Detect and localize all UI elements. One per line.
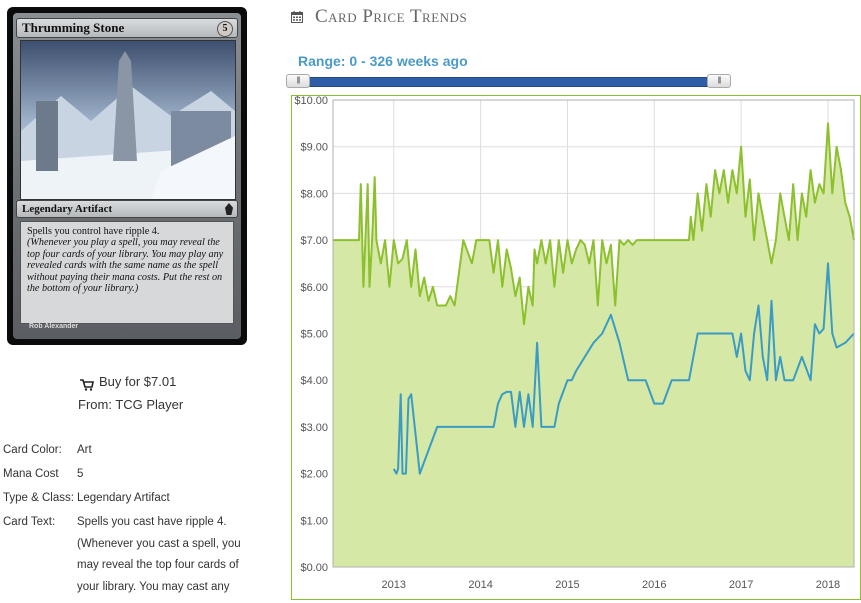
price-chart: $0.00 $1.00 $2.00 $3.00 $4.00 $5.00 $6.00 $7.00… [291,95,861,600]
series-line-0 [333,122,855,326]
card-art-illustration [21,41,235,199]
slider-handle-min[interactable]: ||| [286,74,310,88]
y-tick-label: $8.00 [300,188,328,200]
card-artist: Rob Alexander [29,323,79,330]
detail-label: Card Color: [3,444,62,456]
x-tick-label: 2018 [816,579,840,591]
card-text-box: Spells you control have ripple 4. (Whene… [20,221,234,324]
mana-symbol: 5 [217,21,233,37]
plot-border [332,99,855,568]
price-trends-title: Card Price Trends [315,6,468,27]
x-tick-label: 2015 [555,579,579,591]
buy-vendor: From: TCG Player [78,397,184,412]
x-tick-label: 2016 [642,579,666,591]
slider-handle-max[interactable]: ||| [707,74,731,88]
y-tick-label: $9.00 [300,142,328,154]
card-name: Thrumming Stone [22,20,125,35]
detail-row-mana-cost: Mana Cost 5 [3,464,257,488]
card-art [20,40,236,200]
detail-value: 5 [77,468,84,480]
buy-link[interactable]: Buy for $7.01 [99,373,177,389]
buy-section: Buy for $7.01 From: TCG Player [78,371,184,413]
card-type-bar: Legendary Artifact [16,200,238,218]
detail-row-type: Type & Class: Legendary Artifact [3,488,257,512]
y-tick-label: $1.00 [300,515,328,527]
x-tick-label: 2017 [729,579,753,591]
detail-value: Legendary Artifact [77,492,170,504]
card-title-bar: Thrumming Stone 5 [16,18,238,38]
range-slider[interactable]: ||| ||| [286,74,733,88]
y-tick-label: $4.00 [300,375,328,387]
range-label: Range: 0 - 326 weeks ago [298,53,468,69]
set-symbol-icon [225,203,233,215]
calendar-icon [291,11,303,23]
y-tick-label: $2.00 [300,469,328,481]
y-tick-label: $0.00 [300,562,328,574]
detail-label: Card Text: [3,516,56,528]
card-details: Card Color: Art Mana Cost 5 Type & Class… [3,440,257,598]
detail-label: Type & Class: [3,492,74,504]
y-tick-label: $7.00 [300,235,328,247]
cart-icon [80,379,94,391]
card-rules-text: Spells you control have ripple 4. [27,226,160,237]
detail-value: Art [77,444,92,456]
series-area-0 [333,123,854,568]
card-type-line: Legendary Artifact [22,203,113,215]
y-tick-label: $5.00 [300,329,328,341]
x-tick-label: 2014 [468,579,492,591]
y-tick-label: $3.00 [300,422,328,434]
detail-value: Spells you cast have ripple 4. (Whenever… [77,516,241,593]
price-trends-header: Card Price Trends [291,6,467,28]
detail-label: Mana Cost [3,468,59,480]
slider-track[interactable] [292,77,729,87]
y-tick-label: $6.00 [300,282,328,294]
detail-row-text: Card Text: Spells you cast have ripple 4… [3,512,257,598]
card-image: Thrumming Stone 5 Legendary Artifact Spe… [7,7,247,345]
x-tick-label: 2013 [382,579,406,591]
series-line-1 [392,262,855,475]
detail-row-color: Card Color: Art [3,440,257,464]
y-tick-label: $10.00 [294,95,328,107]
card-reminder-text: (Whenever you play a spell, you may reve… [27,237,224,295]
